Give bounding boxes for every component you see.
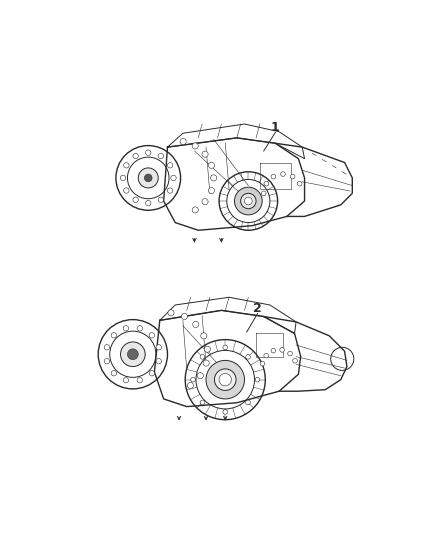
Circle shape	[204, 346, 211, 352]
Circle shape	[280, 348, 284, 352]
Circle shape	[208, 162, 215, 168]
Circle shape	[133, 197, 138, 203]
Circle shape	[156, 359, 162, 364]
Circle shape	[167, 188, 173, 193]
Circle shape	[127, 349, 138, 360]
Circle shape	[124, 163, 129, 168]
Circle shape	[208, 188, 215, 193]
Circle shape	[120, 175, 126, 181]
Text: 2: 2	[253, 302, 262, 316]
Text: 1: 1	[271, 122, 280, 134]
Circle shape	[244, 197, 252, 205]
Circle shape	[158, 197, 163, 203]
Circle shape	[211, 175, 217, 181]
Circle shape	[192, 143, 198, 149]
Circle shape	[111, 333, 117, 338]
Circle shape	[246, 400, 251, 405]
Circle shape	[104, 359, 110, 364]
Circle shape	[138, 168, 158, 188]
Circle shape	[181, 313, 187, 319]
Circle shape	[158, 154, 163, 159]
Circle shape	[261, 191, 266, 196]
Circle shape	[202, 199, 208, 205]
Circle shape	[171, 175, 176, 181]
Circle shape	[255, 377, 260, 382]
Circle shape	[271, 349, 276, 353]
Circle shape	[271, 174, 276, 179]
Circle shape	[260, 361, 265, 366]
Circle shape	[206, 360, 244, 399]
Circle shape	[123, 377, 129, 383]
Circle shape	[215, 369, 236, 391]
Circle shape	[137, 326, 142, 331]
Circle shape	[246, 354, 251, 359]
Circle shape	[192, 207, 198, 213]
Circle shape	[191, 377, 195, 382]
Circle shape	[290, 174, 295, 179]
Circle shape	[293, 359, 297, 363]
Circle shape	[104, 345, 110, 350]
Circle shape	[180, 139, 186, 144]
Circle shape	[120, 342, 145, 367]
Circle shape	[240, 193, 256, 209]
Circle shape	[133, 154, 138, 159]
Circle shape	[200, 400, 205, 405]
Circle shape	[234, 187, 262, 215]
Circle shape	[187, 383, 194, 389]
Circle shape	[281, 172, 285, 176]
Circle shape	[297, 181, 302, 186]
Circle shape	[200, 354, 205, 359]
Circle shape	[156, 345, 162, 350]
Circle shape	[197, 373, 203, 379]
Circle shape	[137, 377, 142, 383]
Circle shape	[145, 150, 151, 156]
Circle shape	[201, 333, 207, 339]
Circle shape	[145, 200, 151, 206]
Circle shape	[202, 151, 208, 157]
Circle shape	[288, 351, 292, 356]
Circle shape	[145, 174, 152, 182]
Circle shape	[149, 333, 155, 338]
Circle shape	[264, 181, 268, 186]
Circle shape	[223, 409, 228, 414]
Circle shape	[111, 370, 117, 376]
Circle shape	[149, 370, 155, 376]
Circle shape	[124, 188, 129, 193]
Circle shape	[219, 374, 231, 386]
Circle shape	[123, 326, 129, 331]
Circle shape	[223, 345, 228, 350]
Circle shape	[193, 321, 199, 327]
Circle shape	[168, 310, 174, 316]
Circle shape	[167, 163, 173, 168]
Circle shape	[264, 353, 268, 358]
Circle shape	[203, 360, 209, 366]
